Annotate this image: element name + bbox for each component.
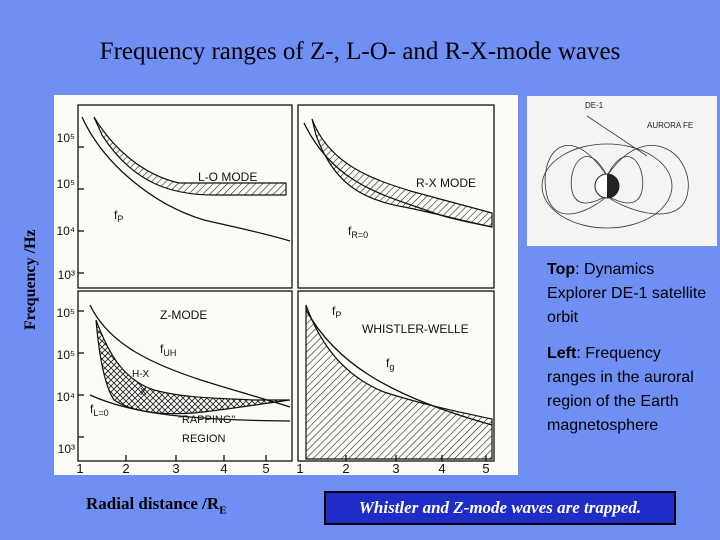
rx-mode-label: R-X MODE (416, 176, 476, 190)
fuh-label: fUH (160, 342, 176, 358)
trapped-waves-callout: Whistler and Z-mode waves are trapped. (324, 491, 676, 525)
z-mode-region (95, 319, 291, 415)
ytick-top-4: 10³ (58, 268, 75, 282)
frequency-plot-figure: 10⁵ 10⁵ 10⁴ 10³ 10⁵ 10⁵ 10⁴ 10³ 1 2 3 4 … (54, 95, 518, 476)
fr-curve (303, 122, 493, 228)
hx-label: H-X (132, 369, 150, 380)
y-axis-label: Frequency /Hz (22, 229, 39, 330)
x-label: X (140, 387, 147, 398)
fl-curve (89, 394, 291, 422)
ytick-bottom-1: 10⁵ (57, 306, 75, 320)
xtick-left-2: 2 (122, 461, 129, 475)
ytick-bottom-3: 10⁴ (56, 390, 75, 404)
xtick-right-1: 1 (296, 461, 303, 475)
ytick-bottom-2: 10⁵ (57, 348, 75, 362)
fuh-curve (89, 304, 291, 408)
ytick-top-3: 10⁴ (56, 224, 75, 238)
lo-mode-region (93, 116, 287, 196)
fr-label: fR=0 (348, 224, 368, 240)
de1-label: DE-1 (585, 101, 604, 110)
fp-curve-lo (81, 116, 291, 242)
ytick-bottom-4: 10³ (58, 442, 75, 456)
xtick-right-5: 5 (482, 461, 489, 475)
aurora-label: AURORA FE (647, 121, 693, 130)
z-mode-frame (77, 290, 293, 462)
caption-top: Top: Dynamics Explorer DE-1 satellite or… (547, 261, 707, 326)
lo-mode-frame (77, 104, 293, 289)
frequency-plot-svg: 10⁵ 10⁵ 10⁴ 10³ 10⁵ 10⁵ 10⁴ 10³ 1 2 3 4 … (56, 104, 495, 476)
ytick-top-1: 10⁵ (57, 131, 75, 145)
ytick-top-2: 10⁵ (57, 177, 75, 191)
trapping-label-1: "RAPPING" (178, 414, 235, 426)
xtick-right-3: 3 (392, 461, 399, 475)
whistler-label: WHISTLER-WELLE (362, 322, 469, 336)
rx-mode-frame (297, 104, 495, 289)
slide-title: Frequency ranges of Z-, L-O- and R-X-mod… (99, 38, 621, 65)
de1-orbit-diagram: DE-1 AURORA FE (527, 96, 717, 246)
whistler-region (305, 304, 493, 460)
earth-night-side (607, 174, 619, 198)
orbit-ellipse (541, 143, 673, 229)
x-axis-label: Radial distance /RE (86, 494, 227, 517)
rx-mode-region (311, 118, 493, 228)
xtick-left-4: 4 (220, 461, 227, 475)
xtick-left-1: 1 (76, 461, 83, 475)
z-mode-label: Z-MODE (160, 308, 207, 322)
fl-label: fL=0 (90, 402, 109, 418)
fg-label: fg (386, 356, 394, 372)
caption: Top: Dynamics Explorer DE-1 satellite or… (547, 258, 707, 450)
xtick-left-5: 5 (262, 461, 269, 475)
caption-left: Left: Frequency ranges in the auroral re… (547, 345, 694, 434)
xtick-right-2: 2 (342, 461, 349, 475)
fg-curve (305, 309, 493, 426)
fp-label-lo: fP (114, 208, 123, 224)
orbit-svg: DE-1 AURORA FE (541, 101, 693, 229)
trapping-label-2: REGION (182, 433, 225, 445)
fp-label-whistler: fP (332, 304, 341, 320)
lo-mode-label: L-O MODE (198, 170, 257, 184)
xtick-right-4: 4 (438, 461, 445, 475)
xtick-left-3: 3 (172, 461, 179, 475)
